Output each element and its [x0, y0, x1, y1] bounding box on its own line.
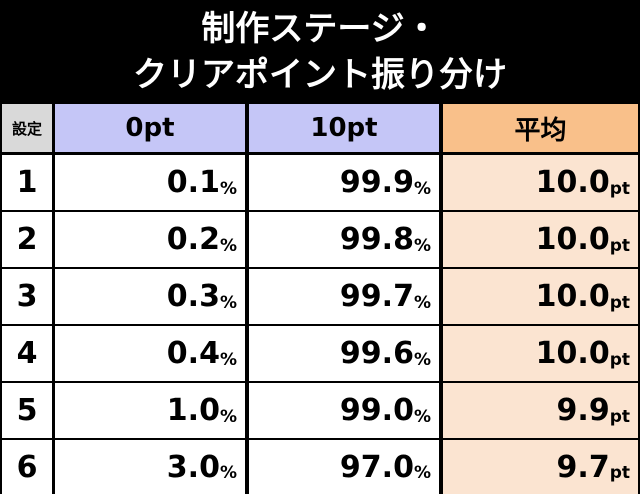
table-row-average: 10.0 pt — [443, 155, 638, 210]
table-row-0pt: 0.3% — [55, 269, 245, 324]
unit: % — [219, 349, 237, 370]
table-row-average: 10.0 pt — [443, 212, 638, 267]
table-row-10pt: 97.0% — [249, 440, 439, 494]
value: 10.0 — [535, 336, 610, 371]
header-average: 平均 — [443, 104, 638, 152]
unit: % — [219, 292, 237, 313]
unit: pt — [609, 292, 630, 313]
unit: pt — [609, 406, 630, 427]
table-row-10pt: 99.9% — [249, 155, 439, 210]
unit: % — [219, 235, 237, 256]
unit: % — [413, 406, 431, 427]
value: 0.1 — [166, 165, 220, 200]
value: 3.0 — [166, 449, 220, 485]
table-row-10pt: 99.0% — [249, 383, 439, 438]
table-row-average: 9.7 pt — [443, 440, 638, 494]
table-row-setting: 4 — [2, 326, 52, 381]
title-line-1: 制作ステージ・ — [201, 9, 439, 49]
header-setting: 設定 — [2, 104, 52, 152]
table-row-0pt: 0.4% — [55, 326, 245, 381]
table-row-setting: 2 — [2, 212, 52, 267]
table-row-0pt: 3.0% — [55, 440, 245, 494]
unit: pt — [609, 349, 630, 370]
value: 1.0 — [166, 393, 220, 428]
header-10pt: 10pt — [249, 104, 439, 152]
value: 0.4 — [166, 336, 220, 371]
table-row-average: 10.0 pt — [443, 269, 638, 324]
table-row-setting: 1 — [2, 155, 52, 210]
table-row-0pt: 0.1% — [55, 155, 245, 210]
value: 10.0 — [535, 165, 610, 200]
table-row-0pt: 1.0% — [55, 383, 245, 438]
unit: % — [413, 463, 431, 483]
distribution-table: 設定 0pt 10pt 平均 1 0.1% 99.9% 10.0 pt 2 0.2… — [0, 104, 640, 494]
table-row-setting: 5 — [2, 383, 52, 438]
unit: % — [413, 349, 431, 370]
unit: % — [219, 406, 237, 427]
title-line-2: クリアポイント振り分け — [133, 55, 507, 95]
table-row-average: 9.9 pt — [443, 383, 638, 438]
value: 0.2 — [166, 222, 220, 257]
value: 99.0 — [339, 393, 414, 428]
value: 97.0 — [339, 449, 414, 485]
value: 10.0 — [535, 222, 610, 257]
unit: % — [219, 463, 237, 483]
table-row-10pt: 99.8% — [249, 212, 439, 267]
header-0pt: 0pt — [55, 104, 245, 152]
value: 10.0 — [535, 279, 610, 314]
table-row-10pt: 99.7% — [249, 269, 439, 324]
value: 9.7 — [556, 449, 610, 485]
unit: % — [413, 235, 431, 256]
value: 99.7 — [339, 279, 414, 314]
value: 0.3 — [166, 279, 220, 314]
unit: % — [413, 292, 431, 313]
table-row-10pt: 99.6% — [249, 326, 439, 381]
value: 99.6 — [339, 336, 414, 371]
value: 99.8 — [339, 222, 414, 257]
table-row-setting: 3 — [2, 269, 52, 324]
unit: pt — [609, 235, 630, 256]
unit: % — [413, 178, 431, 199]
page-title: 制作ステージ・ クリアポイント振り分け — [0, 0, 640, 104]
value: 9.9 — [556, 393, 610, 428]
value: 99.9 — [339, 165, 414, 200]
unit: % — [219, 178, 237, 199]
table-row-0pt: 0.2% — [55, 212, 245, 267]
unit: pt — [609, 463, 630, 483]
table-row-average: 10.0 pt — [443, 326, 638, 381]
table-row-setting: 6 — [2, 440, 52, 494]
unit: pt — [609, 178, 630, 199]
